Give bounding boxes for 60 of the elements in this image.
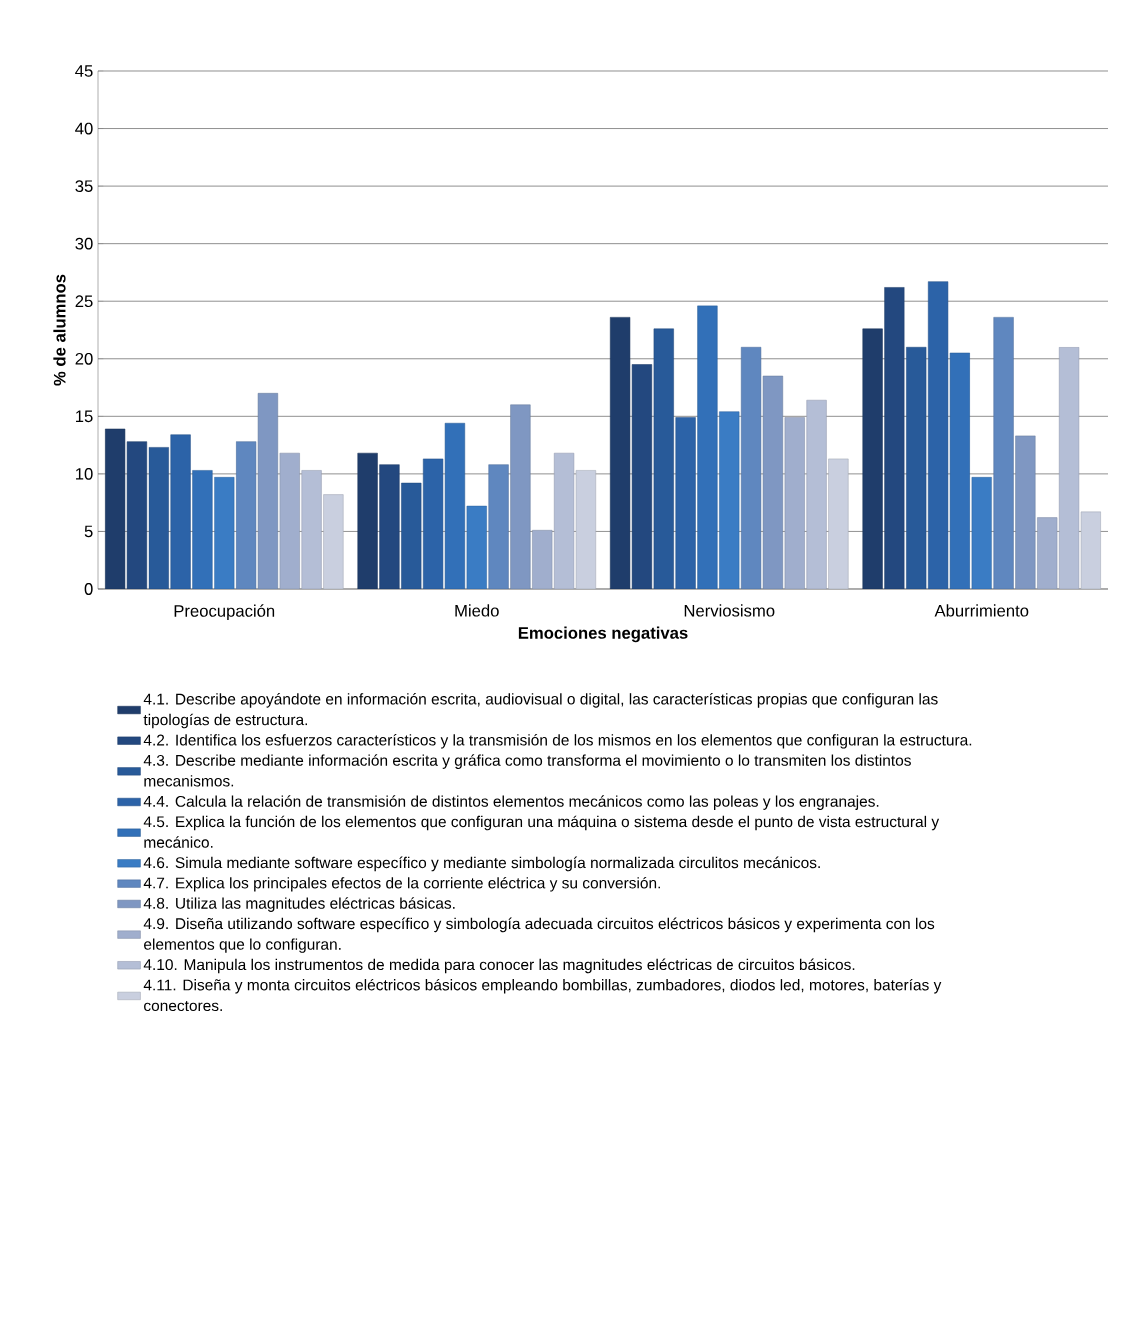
bar — [301, 470, 322, 589]
y-tick-label: 5 — [84, 525, 93, 538]
bar — [257, 393, 279, 589]
y-tick-label: 35 — [75, 180, 93, 193]
y-tick-label: 30 — [75, 237, 93, 250]
bar — [575, 470, 597, 589]
bar — [806, 399, 827, 589]
bar — [762, 375, 784, 589]
y-tick-label: 0 — [84, 583, 93, 595]
x-tick-label: Aburrimiento — [934, 604, 1029, 617]
bar — [862, 328, 883, 589]
bar — [279, 452, 300, 589]
bar — [653, 328, 674, 589]
legend-label: 4.9. Diseña utilizando software específico y simbología adecuada circuitos eléctricos básicos y experimenta con los elementos que lo configuran. — [143, 917, 935, 953]
bar — [357, 452, 378, 589]
legend-label: 4.10. Manipula los instrumentos de medida para conocer las magnitudes eléctricas de circuitos básicos. — [143, 958, 855, 974]
bar — [192, 470, 213, 589]
y-tick-label: 20 — [75, 352, 93, 365]
bar — [148, 447, 169, 589]
bar — [488, 464, 509, 589]
bar — [740, 346, 762, 589]
bar — [993, 317, 1014, 589]
y-tick-label: 10 — [76, 467, 93, 480]
bar — [510, 404, 531, 589]
bar — [906, 346, 927, 589]
legend-label: 4.5. Explica la función de los elementos que configuran una máquina o sistema desde el punto de vista estructural y mecánico. — [143, 815, 940, 848]
bar — [609, 317, 631, 589]
y-axis-title: % de alumnos — [53, 274, 66, 386]
legend-label: 4.11. Diseña y monta circuitos eléctricos básicos empleando bombillas, zumbadores, diodos led, motores, baterías y conectores. — [143, 978, 942, 1012]
legend-label: 4.2. Identifica los esfuerzos característicos y la transmisión de los mismos en los elementos que configuran la estructura. — [143, 734, 972, 749]
y-tick-label: 15 — [76, 410, 93, 423]
bar — [884, 287, 905, 589]
bar — [126, 441, 148, 589]
y-tick-label: 45 — [75, 65, 93, 77]
bar — [235, 441, 257, 589]
legend-label: 4.6. Simula mediante software específico y mediante simbología normalizada circulitos mecánicos. — [143, 856, 820, 872]
bar — [214, 477, 235, 589]
x-tick-label: Preocupación — [174, 604, 275, 621]
legend-label: 4.4. Calcula la relación de transmisión de distintos elementos mecánicos como las poleas y los engranajes. — [143, 795, 879, 810]
bar — [719, 411, 740, 589]
bar — [1058, 346, 1080, 589]
x-axis-title: Emociones negativas — [518, 626, 688, 643]
bar — [401, 482, 422, 589]
x-tick-label: Miedo — [455, 604, 499, 617]
bar — [784, 417, 805, 589]
bar — [971, 477, 992, 589]
bar — [323, 494, 344, 589]
legend-label: 4.1. Describe apoyándote en información escrita, audiovisual o digital, las características propias que configuran las tipologías de estructura. — [143, 693, 938, 729]
x-tick-label: Nerviosismo — [684, 604, 775, 617]
bar — [104, 428, 126, 589]
y-tick-label: 25 — [75, 295, 93, 308]
legend-label: 4.7. Explica los principales efectos de la corriente eléctrica y su conversión. — [143, 876, 660, 892]
legend-label: 4.3. Describe mediante información escrita y gráfica como transforma el movimiento o lo transmiten los distintos mecanismos. — [143, 754, 911, 787]
legend-label: 4.8. Utiliza las magnitudes eléctricas básicas. — [143, 897, 455, 912]
bar — [1037, 517, 1058, 589]
bar — [1015, 435, 1036, 589]
y-tick-label: 40 — [75, 122, 93, 135]
bar — [553, 452, 575, 589]
bar — [1080, 511, 1102, 589]
bar — [828, 458, 849, 589]
